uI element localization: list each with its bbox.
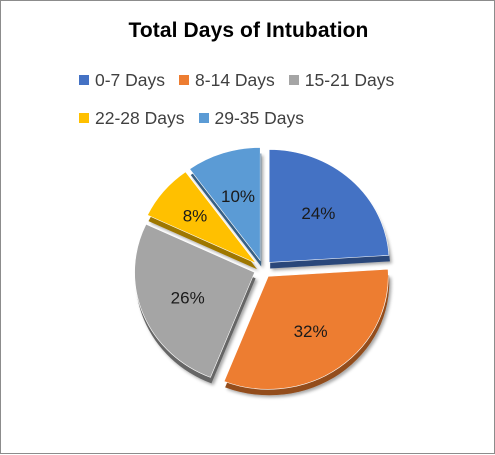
pie-label-8-14-days: 32% [294, 322, 328, 341]
pie-labels-layer: 24% 32% 26% 8% 10% [171, 187, 336, 341]
pie-label-22-28-days: 8% [183, 207, 208, 226]
legend-item-15-21-days: 15-21 Days [288, 69, 395, 91]
pie-top-layer [134, 147, 390, 390]
pie-slice-29-35-days [189, 147, 261, 262]
legend-item-22-28-days: 22-28 Days [79, 108, 185, 129]
pie-slice-22-28-days [147, 171, 257, 264]
legend-swatch-15-21-days [288, 75, 299, 85]
pie-slice-8-14-days [223, 268, 389, 390]
legend-item-0-7-days: 0-7 Days [79, 70, 165, 91]
legend-swatch-0-7-days [79, 75, 89, 85]
legend-label: 22-28 Days [95, 107, 185, 128]
legend-swatch-8-14-days [179, 75, 190, 85]
pie-label-15-21-days: 26% [171, 288, 205, 307]
pie-slice-0-7-days [268, 149, 390, 263]
pie-label-29-35-days: 10% [221, 187, 255, 206]
legend-row-1: 0-7 Days 8-14 Days 15-21 Days [79, 69, 408, 91]
legend-label: 8-14 Days [195, 69, 275, 90]
pie-slice-15-21-days [134, 223, 256, 378]
legend-label: 0-7 Days [95, 69, 166, 90]
chart-title: Total Days of Intubation [128, 19, 369, 42]
legend-item-29-35-days: 29-35 Days [198, 107, 305, 129]
legend-label: 29-35 Days [214, 107, 305, 128]
legend-swatch-29-35-days [198, 113, 209, 123]
legend-swatch-22-28-days [79, 113, 89, 123]
legend-row-2: 22-28 Days 29-35 Days [79, 107, 318, 129]
legend-label: 15-21 Days [304, 69, 395, 90]
pie-label-0-7-days: 24% [301, 204, 335, 223]
legend-item-8-14-days: 8-14 Days [179, 70, 275, 91]
